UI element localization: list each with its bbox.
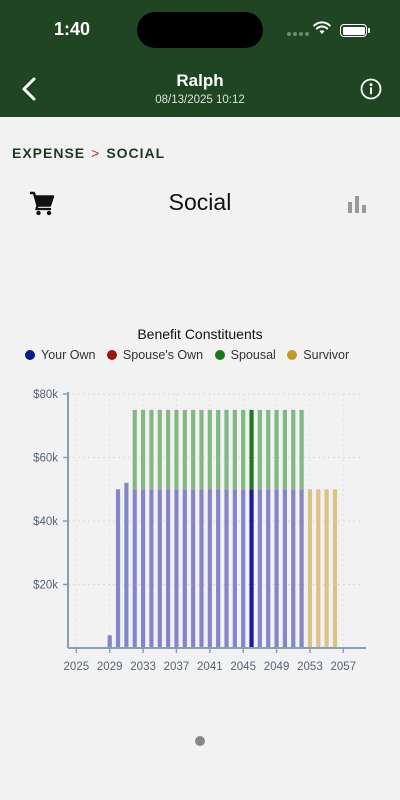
y-tick-label: $80k [33, 389, 58, 401]
x-tick-label: 2045 [230, 661, 256, 673]
bar-your-own [232, 489, 237, 648]
bar-survivor [307, 489, 313, 648]
page-title: Social [168, 189, 232, 215]
bar-survivor [316, 489, 321, 648]
bar-your-own [149, 489, 154, 648]
status-time: 1:40 [54, 19, 91, 39]
bar-spousal [291, 409, 296, 490]
x-tick-label: 2029 [97, 661, 123, 673]
legend-label-survivor: Survivor [303, 348, 350, 362]
x-tick-label: 2057 [331, 661, 357, 673]
page-indicator[interactable] [195, 736, 205, 746]
bar-your-own [157, 489, 162, 648]
app-header: 1:40 Ralph 08/13/2025 10:12 [0, 0, 400, 117]
bar-your-own [216, 489, 221, 648]
bar-your-own [207, 489, 212, 648]
header-subtitle: 08/13/2025 10:12 [155, 94, 245, 106]
y-tick-label: $40k [33, 516, 58, 528]
bar-survivor [324, 489, 329, 648]
legend-label-spouses-own: Spouse's Own [122, 348, 204, 362]
benefit-chart: Benefit Constituents Your Own Spouse's O… [0, 318, 400, 688]
bar-your-own [199, 489, 204, 648]
bar-your-own [224, 489, 229, 648]
bar-your-own [141, 489, 146, 648]
bar-spousal [224, 409, 229, 490]
wifi-icon [313, 21, 331, 34]
header-title: Ralph [176, 71, 224, 90]
bar-your-own [299, 489, 304, 648]
x-tick-label: 2053 [297, 661, 323, 673]
chart-title: Benefit Constituents [137, 326, 263, 342]
info-button[interactable] [360, 78, 382, 100]
x-tick-label: 2037 [164, 661, 190, 673]
legend-label-your-own: Your Own [41, 348, 96, 362]
x-tick-label: 2025 [64, 661, 90, 673]
legend-item-spousal[interactable]: Spousal [214, 348, 276, 362]
breadcrumb-parent[interactable]: EXPENSE [12, 145, 86, 161]
bar-spousal [299, 409, 304, 490]
breadcrumb-current: SOCIAL [106, 145, 166, 161]
bar-spousal [157, 409, 162, 490]
bar-spousal [174, 409, 179, 490]
legend-dot-spouses-own [106, 350, 117, 360]
x-tick-label: 2049 [264, 661, 290, 673]
bar-your-own [266, 489, 271, 648]
bar-spousal [207, 409, 212, 490]
header-title-block: Ralph 08/13/2025 10:12 [100, 71, 300, 108]
bar-your-own [191, 489, 196, 648]
bar-your-own [107, 635, 112, 648]
legend-item-survivor[interactable]: Survivor [287, 348, 349, 362]
dynamic-island [137, 12, 263, 48]
bar-your-own [257, 489, 262, 648]
bar-spousal [257, 409, 262, 490]
chart-plot: $20k $40k $60k $80k 2025 2029 2033 2037 2041 2045… [33, 389, 366, 673]
bar-spousal [166, 409, 171, 490]
battery-icon [340, 24, 370, 37]
bar-your-own [124, 482, 129, 648]
bar-spousal [141, 409, 146, 490]
bar-your-own [174, 489, 179, 648]
legend-dot-your-own [25, 350, 35, 360]
bar-spousal [282, 409, 287, 490]
bar-spousal [149, 409, 154, 490]
breadcrumb: EXPENSE > SOCIAL [12, 145, 165, 161]
bar-spousal [216, 409, 221, 490]
bar-your-own [274, 489, 279, 648]
chart-legend: Your Own Spouse's Own Spousal Survivor [25, 348, 357, 362]
legend-label-spousal: Spousal [230, 348, 276, 362]
bar-your-own [249, 489, 254, 648]
bar-spousal [199, 409, 204, 490]
cart-icon[interactable] [29, 190, 55, 216]
bar-spousal [191, 409, 196, 490]
bar-spousal [249, 409, 254, 490]
bar-spousal [232, 409, 237, 490]
bar-chart-icon[interactable] [347, 195, 367, 213]
bar-your-own [166, 489, 171, 648]
y-tick-label: $60k [33, 453, 58, 465]
bar-spousal [132, 409, 137, 490]
bar-your-own [132, 489, 137, 648]
bar-your-own [115, 489, 121, 648]
bar-spousal [274, 409, 279, 490]
breadcrumb-separator: > [91, 145, 101, 161]
x-tick-label: 2041 [197, 661, 223, 673]
bar-your-own [241, 489, 246, 648]
legend-item-your-own[interactable]: Your Own [25, 348, 95, 362]
bar-your-own [291, 489, 296, 648]
legend-item-spouses-own[interactable]: Spouse's Own [106, 348, 204, 362]
back-button[interactable] [18, 76, 42, 102]
bar-spousal [266, 409, 271, 490]
bar-your-own [282, 489, 287, 648]
bar-spousal [241, 409, 246, 490]
y-tick-label: $20k [33, 580, 58, 592]
bar-spousal [182, 409, 187, 490]
legend-dot-survivor [287, 350, 298, 360]
legend-dot-spousal [214, 350, 225, 360]
x-tick-label: 2033 [130, 661, 156, 673]
bar-your-own [182, 489, 187, 648]
bar-survivor [332, 489, 338, 648]
signal-icon [287, 23, 311, 41]
